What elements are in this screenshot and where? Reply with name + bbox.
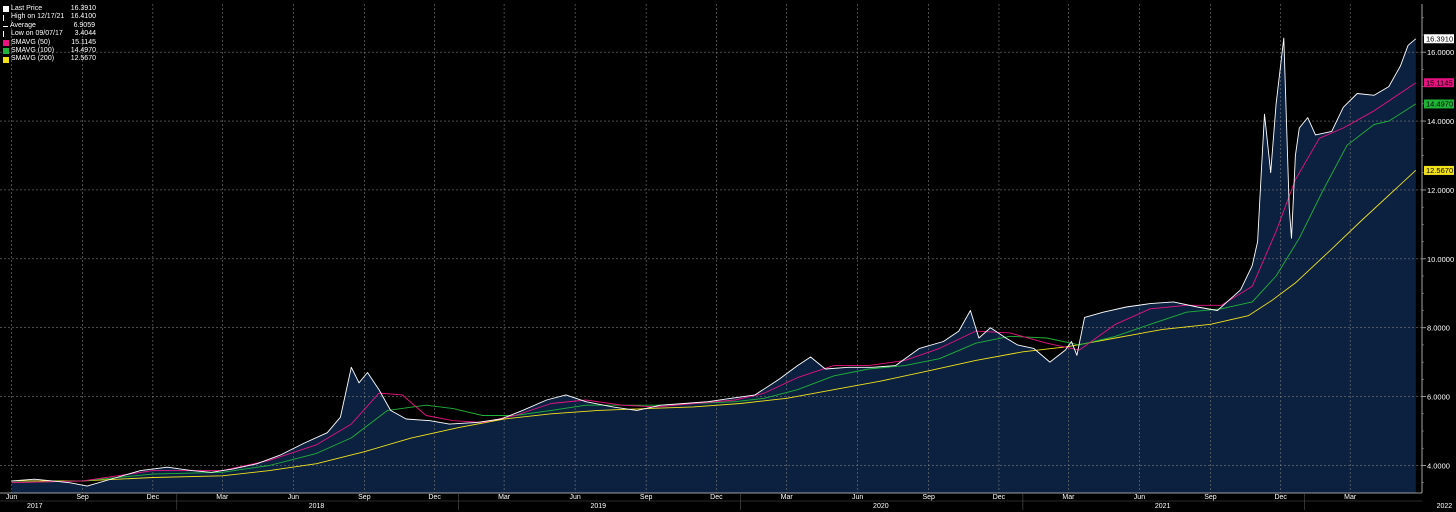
x-month-label: Jun [288, 494, 299, 501]
legend-entry: Average 6.9059 [3, 22, 96, 30]
chart-legend: Last Price 16.3910 High on 12/17/21 16.4100… [3, 5, 96, 64]
legend-value: 16.4100 [70, 13, 96, 21]
x-month-label: Sep [922, 494, 935, 501]
y-tick-label: 10.0000 [1427, 255, 1454, 264]
y-tick-label: 8.0000 [1427, 324, 1450, 333]
legend-entry: SMAVG (50) 15.1145 [3, 39, 96, 47]
series-line-smavg-200- [11, 169, 1417, 482]
last-value-tag-label: 14.4970 [1426, 100, 1453, 109]
y-tick-label: 6.0000 [1427, 393, 1450, 402]
legend-value: 15.1145 [71, 38, 96, 46]
legend-value: 6.9059 [73, 21, 95, 29]
legend-value: 14.4970 [70, 47, 96, 55]
x-month-label: Sep [640, 494, 653, 501]
x-month-label: Dec [147, 494, 160, 501]
x-month-label: Dec [1274, 494, 1287, 501]
legend-label: SMAVG (200) [11, 55, 55, 63]
price-area-fill [11, 38, 1416, 493]
series-line-smavg-100- [11, 103, 1417, 484]
legend-entry: Low on 09/07/17 3.4044 [3, 30, 96, 38]
x-month-label: Dec [710, 494, 723, 501]
last-value-tag [1424, 78, 1454, 88]
legend-entry: Last Price 16.3910 [3, 5, 96, 13]
x-month-label: Jun [1134, 494, 1145, 501]
x-month-label: Sep [358, 494, 371, 501]
legend-entry: High on 12/17/21 16.4100 [3, 13, 96, 21]
x-year-label: 2020 [873, 503, 889, 510]
legend-marker-icon [3, 31, 9, 38]
legend-label: Average [10, 21, 36, 29]
legend-marker-icon [3, 56, 9, 63]
y-tick-label: 12.0000 [1427, 186, 1454, 195]
legend-label: Last Price [11, 5, 43, 12]
x-month-label: Mar [1344, 494, 1357, 501]
series-line-last-price [11, 37, 1417, 487]
x-year-label: 2022 [1437, 503, 1453, 510]
legend-label: SMAVG (50) [11, 38, 51, 46]
last-value-tag [1424, 165, 1454, 175]
x-year-label: 2018 [309, 503, 325, 510]
x-year-label: 2017 [27, 503, 43, 510]
legend-label: High on 12/17/21 [11, 13, 65, 21]
y-tick-label: 4.0000 [1427, 461, 1450, 470]
x-month-label: Jun [6, 494, 17, 501]
y-tick-label: 14.0000 [1427, 117, 1454, 126]
last-value-tag-label: 12.5670 [1426, 166, 1453, 175]
legend-entry: SMAVG (200) 12.5670 [3, 55, 96, 63]
last-value-tag [1424, 99, 1454, 109]
x-month-label: Dec [428, 494, 441, 501]
x-month-label: Sep [1204, 494, 1217, 501]
x-month-label: Jun [852, 494, 863, 501]
y-tick-label: 16.0000 [1427, 48, 1454, 57]
last-value-tag-label: 15.1145 [1426, 78, 1453, 87]
legend-value: 12.5670 [70, 55, 96, 63]
x-year-label: 2021 [1155, 503, 1171, 510]
legend-value: 16.3910 [70, 5, 96, 12]
legend-marker-icon [3, 14, 9, 21]
legend-value: 3.4044 [74, 30, 96, 38]
legend-label: Low on 09/07/17 [11, 30, 63, 38]
legend-marker-icon [3, 39, 9, 46]
x-month-label: Jun [569, 494, 580, 501]
last-value-tag-label: 16.3910 [1426, 34, 1453, 43]
legend-entry: SMAVG (100) 14.4970 [3, 47, 96, 55]
x-month-label: Mar [1062, 494, 1075, 501]
x-month-label: Mar [498, 494, 511, 501]
series-line-smavg-50- [11, 82, 1417, 484]
legend-marker-icon [3, 48, 9, 55]
x-month-label: Sep [76, 494, 89, 501]
legend-label: SMAVG (100) [11, 47, 55, 55]
x-year-label: 2019 [591, 503, 607, 510]
last-value-tag [1424, 34, 1454, 44]
x-month-label: Dec [993, 494, 1006, 501]
x-month-label: Mar [216, 494, 229, 501]
legend-marker-icon [3, 6, 9, 13]
legend-marker-icon [3, 26, 8, 28]
x-month-label: Mar [781, 494, 794, 501]
